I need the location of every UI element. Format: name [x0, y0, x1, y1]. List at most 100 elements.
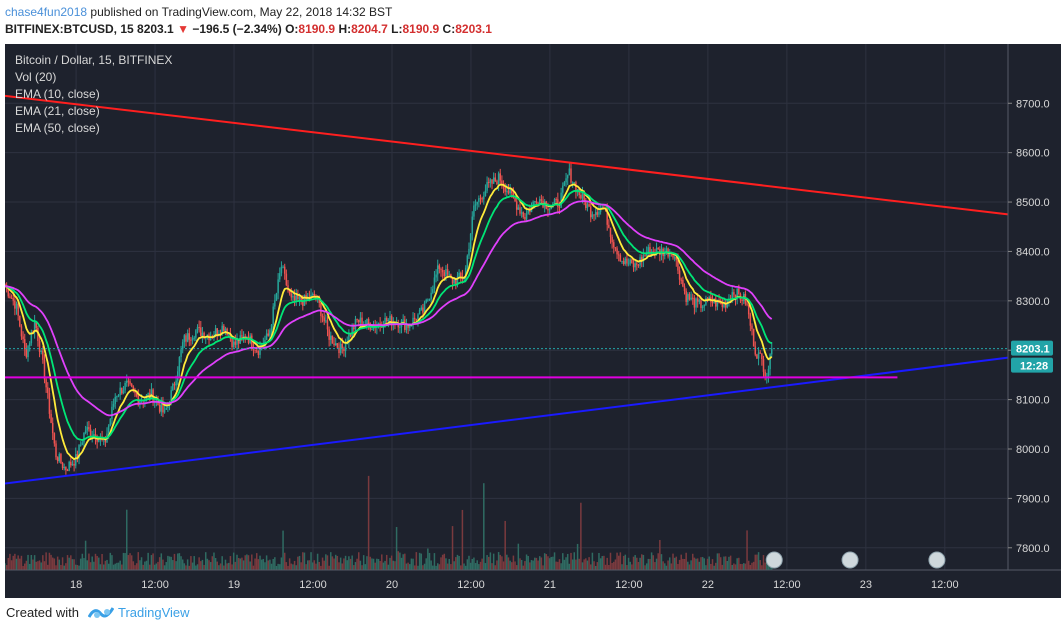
- candle-body: [178, 357, 181, 372]
- volume-bar: [293, 560, 296, 570]
- volume-bar: [608, 564, 610, 570]
- price-axis-bg: [1008, 44, 1061, 598]
- volume-bar: [236, 554, 238, 570]
- candle-body: [186, 333, 189, 342]
- volume-bar: [147, 552, 149, 570]
- volume-bar: [400, 557, 403, 570]
- author-link[interactable]: chase4fun2018: [5, 5, 88, 19]
- legend-ema10: EMA (10, close): [15, 87, 100, 101]
- candle-body: [731, 292, 733, 300]
- tradingview-link[interactable]: TradingView: [118, 605, 190, 620]
- volume-bar: [114, 563, 116, 570]
- candle-body: [538, 199, 541, 204]
- time-tick-label: 12:00: [141, 579, 169, 591]
- candle-body: [501, 180, 503, 185]
- candle-body: [112, 404, 115, 407]
- candle-body: [353, 327, 355, 330]
- current-price-tag: [1011, 340, 1053, 356]
- candle-body: [209, 336, 212, 341]
- candle-body: [275, 293, 278, 301]
- volume-bar: [683, 559, 686, 570]
- volume-bar: [313, 560, 316, 570]
- candle-body: [634, 263, 636, 268]
- chart-header: chase4fun2018 published on TradingView.c…: [0, 0, 1061, 44]
- time-axis-bg: [5, 570, 1061, 598]
- candle-body: [560, 192, 562, 208]
- candle-body: [313, 293, 316, 297]
- candle-body: [242, 336, 245, 338]
- volume-bar: [427, 548, 429, 570]
- volume-bar: [603, 555, 605, 570]
- symbol-label: BITFINEX:BTCUSD, 15: [5, 22, 134, 36]
- candle-body: [331, 335, 334, 344]
- volume-bar: [767, 565, 770, 570]
- candle-body: [757, 352, 760, 359]
- candle-body: [196, 327, 199, 331]
- volume-bar: [17, 555, 19, 570]
- event-flag-icon: [928, 551, 946, 569]
- volume-bar: [642, 554, 645, 570]
- volume-bar: [279, 564, 281, 570]
- volume-bar: [40, 562, 42, 570]
- volume-bar: [415, 552, 418, 570]
- volume-bar: [754, 554, 757, 570]
- candle-body: [499, 173, 501, 181]
- volume-bar: [672, 553, 674, 570]
- candle-body: [617, 254, 620, 256]
- candle-body: [738, 288, 740, 294]
- chart-area[interactable]: 7800.07900.08000.08100.08200.08300.08400…: [4, 44, 1061, 598]
- volume-bar: [670, 563, 673, 570]
- volume-bar: [257, 559, 260, 570]
- volume-bar: [552, 556, 554, 570]
- candle-body: [451, 277, 454, 284]
- volume-bar: [441, 554, 444, 570]
- volume-bar: [234, 561, 237, 570]
- volume-bar: [565, 557, 567, 570]
- candle-body: [4, 283, 6, 287]
- candle-body: [657, 248, 659, 250]
- volume-bar: [267, 560, 270, 570]
- volume-bar: [361, 565, 363, 570]
- volume-bar: [710, 563, 712, 570]
- volume-bar: [636, 557, 638, 570]
- candle-body: [357, 319, 360, 323]
- volume-bar: [302, 552, 304, 570]
- volume-bar: [79, 558, 82, 570]
- candle-body: [580, 195, 582, 199]
- time-tick-label: 22: [702, 579, 714, 591]
- volume-bar: [659, 539, 661, 570]
- footer: Created with TradingView: [0, 598, 1061, 630]
- volume-bar: [553, 552, 556, 570]
- volume-bar: [507, 557, 510, 570]
- candle-body: [223, 325, 225, 331]
- published-text: published on TradingView.com, May 22, 20…: [90, 5, 393, 19]
- candle-body: [682, 279, 684, 287]
- volume-bar: [591, 552, 594, 570]
- volume-bar: [487, 556, 490, 570]
- volume-bar: [223, 565, 225, 570]
- volume-bar: [404, 553, 406, 570]
- candle-body: [428, 298, 431, 300]
- volume-bar: [102, 564, 105, 570]
- candle-body: [443, 272, 446, 277]
- candle-body: [89, 429, 92, 437]
- volume-bar: [228, 562, 230, 570]
- candle-body: [259, 345, 261, 355]
- volume-bar: [705, 565, 707, 570]
- volume-bar: [282, 530, 284, 570]
- volume-bar: [660, 554, 663, 570]
- price-chart[interactable]: 7800.07900.08000.08100.08200.08300.08400…: [4, 44, 1061, 598]
- volume-bar: [425, 558, 427, 570]
- volume-bar: [22, 565, 24, 570]
- volume-bar: [382, 562, 385, 570]
- volume-bar: [545, 554, 548, 570]
- candle-body: [234, 341, 237, 345]
- volume-bar: [185, 565, 187, 570]
- volume-bar: [617, 555, 620, 570]
- candle-body: [767, 369, 770, 377]
- candle-body: [705, 298, 707, 305]
- volume-bar: [216, 561, 218, 570]
- candle-body: [47, 387, 49, 394]
- candle-body: [280, 266, 283, 274]
- candle-body: [764, 371, 766, 377]
